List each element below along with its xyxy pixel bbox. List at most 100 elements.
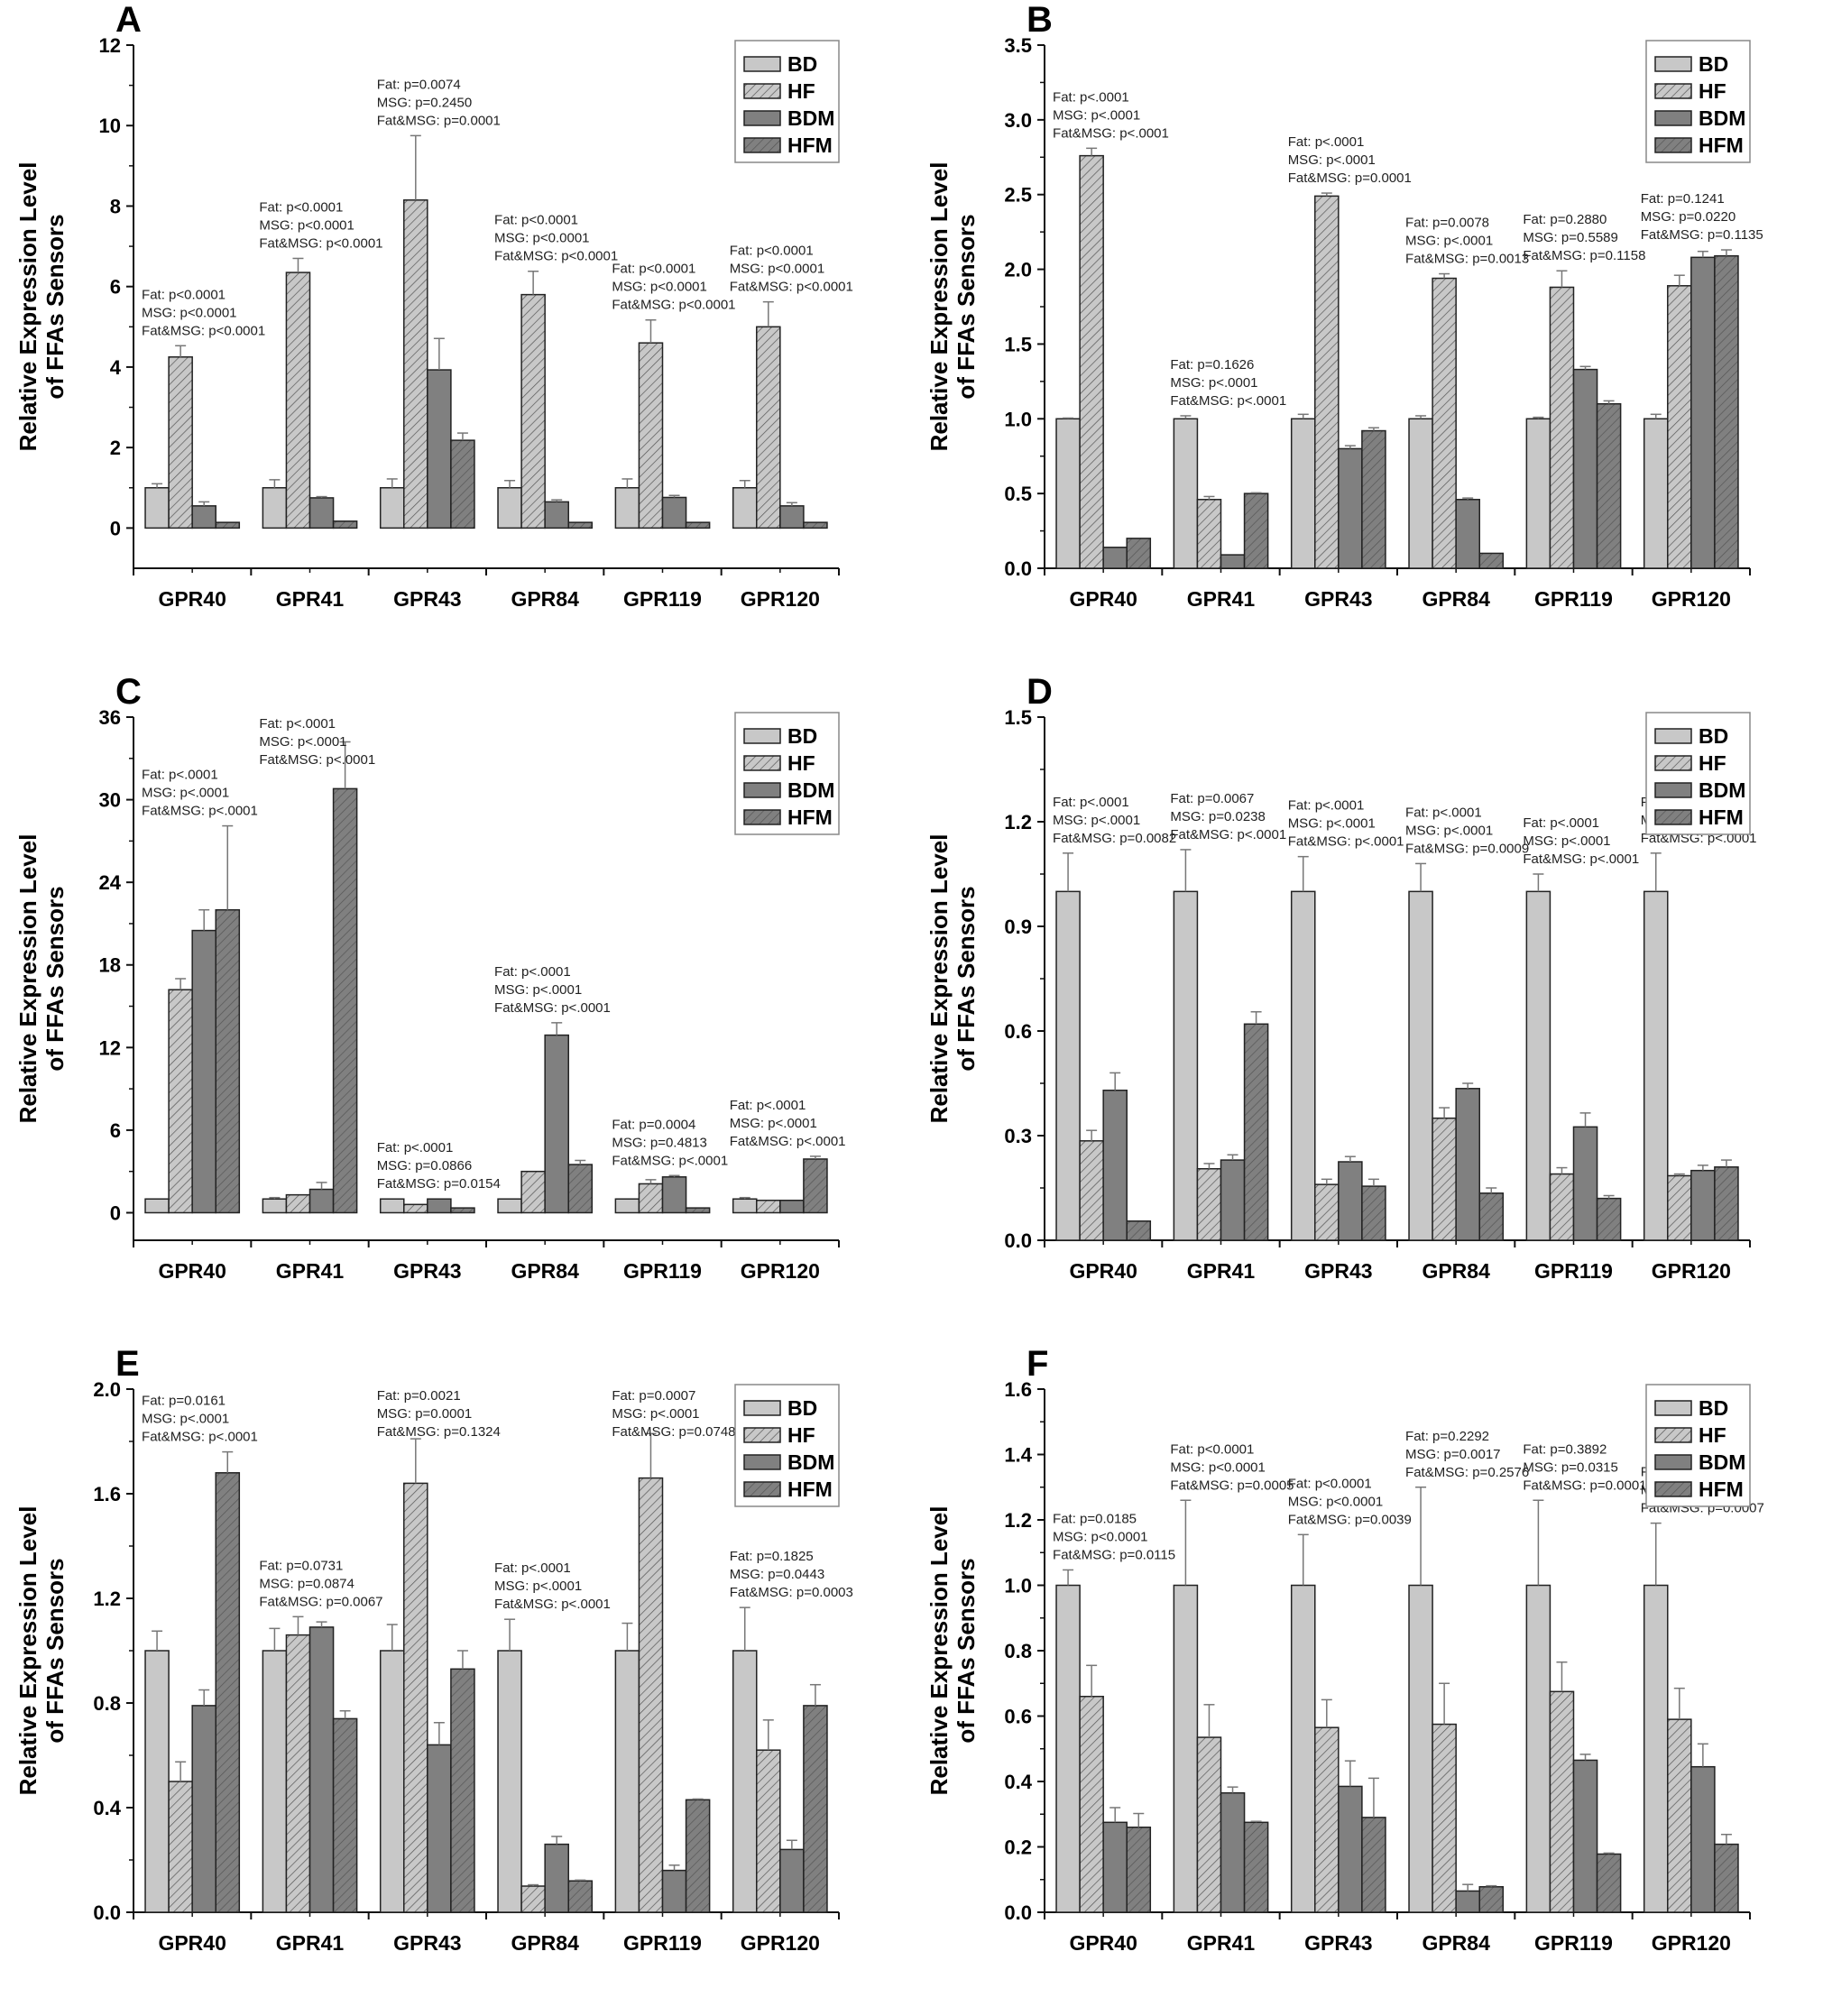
legend-label-bd: BD — [787, 724, 817, 748]
annotation: Fat: p=0.1241 MSG: p=0.0220 Fat&MSG: p=0.1… — [1641, 191, 1763, 243]
x-tick-label: GPR120 — [741, 1931, 820, 1955]
bar-hf — [638, 342, 664, 529]
x-tick-label: GPR119 — [623, 587, 702, 611]
legend-swatch-hfm — [1654, 1481, 1692, 1497]
bar-bdm — [779, 1848, 805, 1913]
ylabel-line-1: Relative Expression Level — [925, 162, 953, 452]
bar-bd — [1055, 418, 1081, 569]
annotation-line: MSG: p<.0001 — [142, 786, 229, 801]
bar-bdm — [1220, 1159, 1246, 1241]
panel-c-letter: C — [115, 672, 142, 712]
bar-hf — [756, 326, 781, 529]
annotation-line: Fat: p<.0001 — [1523, 815, 1599, 831]
annotation: Fat: p<0.0001 MSG: p<0.0001 Fat&MSG: p<0.0… — [259, 199, 382, 251]
y-tick-label: 2 — [110, 437, 121, 459]
bar-bd — [1408, 1584, 1433, 1913]
bar-bdm — [308, 497, 335, 529]
legend-swatch-bdm — [1654, 110, 1692, 126]
bar-bd — [1525, 1584, 1551, 1913]
bar-hf — [403, 1203, 428, 1214]
legend-label-hf: HF — [787, 79, 815, 103]
bar-bd — [1643, 1584, 1669, 1913]
x-tick-label: GPR120 — [741, 1259, 820, 1283]
annotation-line: MSG: p=0.0874 — [259, 1576, 354, 1591]
x-tick-label: GPR119 — [1534, 1931, 1613, 1955]
annotation: Fat: p<.0001 MSG: p<.0001 Fat&MSG: p=0.000… — [1405, 805, 1529, 856]
bar-hf — [285, 1193, 311, 1214]
annotation-line: MSG: p<.0001 — [1523, 833, 1610, 849]
x-tick-label: GPR120 — [1652, 587, 1731, 611]
annotation-line: Fat: p=0.0074 — [377, 77, 461, 92]
panel-e: E Relative Expression Level of FFAs Sensor… — [0, 1344, 911, 2016]
annotation: Fat: p<.0001 MSG: p<.0001 Fat&MSG: p<.0001 — [730, 1098, 846, 1149]
annotation-line: Fat: p<.0001 — [142, 768, 218, 783]
y-tick-label: 12 — [99, 34, 121, 57]
bar-hfm — [567, 521, 594, 529]
annotation-line: MSG: p<0.0001 — [142, 305, 236, 320]
bar-hfm — [1478, 1885, 1505, 1913]
x-tick-label: GPR41 — [1187, 1259, 1256, 1283]
bar-bd — [379, 1650, 405, 1913]
annotation-line: Fat: p=0.1626 — [1170, 357, 1254, 373]
y-tick-label: 1.2 — [93, 1588, 121, 1610]
legend-label-bd: BD — [787, 1396, 817, 1420]
legend-swatch-hf — [1654, 83, 1692, 99]
annotation-line: Fat: p=0.0731 — [259, 1558, 343, 1573]
bar-bdm — [544, 1034, 569, 1214]
annotation-line: MSG: p<.0001 — [1053, 813, 1140, 828]
x-tick-label: GPR119 — [1534, 1259, 1613, 1283]
y-tick-label: 8 — [110, 195, 121, 217]
bar-hfm — [1126, 1220, 1152, 1241]
chart-a: A Relative Expression Level of FFAs Sensor… — [14, 0, 853, 611]
annotation: Fat: p<.0001 MSG: p<.0001 Fat&MSG: p<.0001 — [142, 768, 258, 819]
bar-hf — [168, 989, 193, 1214]
annotation-line: Fat&MSG: p<.0001 — [1288, 834, 1404, 850]
bar-bd — [144, 1650, 170, 1913]
annotation-line: Fat: p=0.0021 — [377, 1388, 461, 1404]
y-tick-label: 18 — [99, 954, 121, 977]
bar-bd — [614, 1198, 640, 1214]
annotation-line: Fat&MSG: p=0.0748 — [612, 1424, 735, 1440]
annotation-line: Fat&MSG: p<.0001 — [494, 1597, 611, 1612]
annotation: Fat: p=0.1626 MSG: p<.0001 Fat&MSG: p<.000… — [1170, 357, 1286, 409]
y-tick-label: 1.2 — [1004, 811, 1032, 833]
annotation-line: MSG: p<0.0001 — [1053, 1529, 1147, 1544]
y-tick-label: 6 — [110, 1119, 121, 1142]
panel-a: A Relative Expression Level of FFAs Sensor… — [0, 0, 911, 672]
annotation-line: Fat: p<.0001 — [1053, 89, 1129, 105]
ylabel-line-2: of FFAs Sensors — [41, 1558, 69, 1743]
y-tick-label: 1.0 — [1004, 1575, 1032, 1597]
annotation-line: Fat: p=0.1825 — [730, 1549, 814, 1564]
panel-f-letter: F — [1027, 1344, 1048, 1384]
bar-hfm — [1361, 429, 1386, 569]
bar-hfm — [332, 520, 358, 529]
annotation-line: Fat: p=0.0078 — [1405, 216, 1489, 231]
y-tick-label: 0.8 — [93, 1692, 121, 1715]
annotation-line: Fat&MSG: p=0.0009 — [1405, 841, 1529, 856]
bar-bdm — [427, 1198, 452, 1214]
bar-bd — [1643, 890, 1669, 1241]
annotation-line: Fat: p<.0001 — [494, 964, 571, 980]
annotation: Fat: p<.0001 MSG: p<.0001 Fat&MSG: p<.0001 — [259, 716, 375, 768]
bar-hfm — [1478, 1192, 1505, 1241]
annotation-line: Fat: p=0.3892 — [1523, 1441, 1607, 1457]
x-tick-label: GPR40 — [158, 1259, 226, 1283]
legend-label-bdm: BDM — [787, 778, 834, 802]
bar-bd — [144, 1198, 170, 1214]
annotation: Fat: p=0.3892 MSG: p=0.0315 Fat&MSG: p=0.0… — [1523, 1441, 1646, 1493]
annotation-line: Fat&MSG: p<.0001 — [612, 1153, 728, 1168]
y-tick-label: 1.6 — [1004, 1378, 1032, 1401]
annotation: Fat: p=0.1825 MSG: p=0.0443 Fat&MSG: p=0.0… — [730, 1549, 853, 1600]
bar-bd — [144, 487, 170, 529]
annotation-line: Fat: p<0.0001 — [1170, 1441, 1254, 1457]
bar-bd — [497, 1198, 522, 1214]
x-tick-label: GPR119 — [623, 1931, 702, 1955]
legend-label-hf: HF — [787, 751, 815, 775]
x-tick-label: GPR41 — [1187, 587, 1256, 611]
x-tick-label: GPR40 — [158, 1931, 226, 1955]
bar-bdm — [661, 1869, 687, 1913]
annotation: Fat: p=0.2880 MSG: p=0.5589 Fat&MSG: p=0.1… — [1523, 212, 1645, 263]
annotation: Fat: p=0.0185 MSG: p<0.0001 Fat&MSG: p=0.0… — [1053, 1511, 1175, 1562]
legend-label-bdm: BDM — [787, 106, 834, 130]
annotation-line: Fat&MSG: p<.0001 — [1053, 125, 1169, 141]
